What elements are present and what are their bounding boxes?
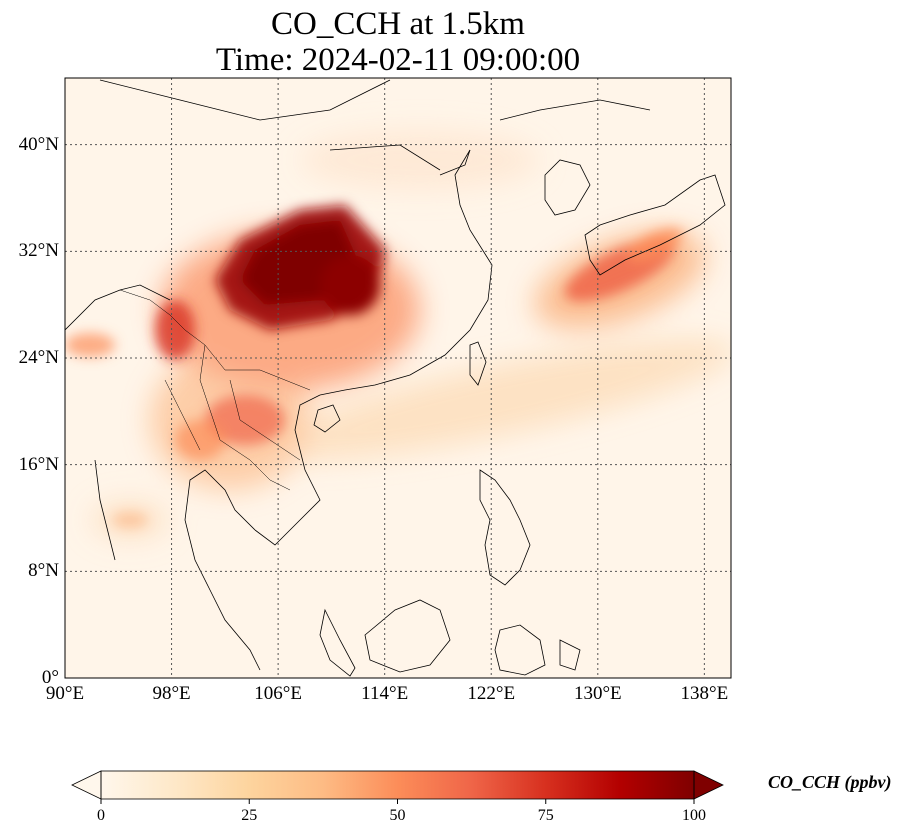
lat-tick-label: 32°N — [18, 240, 59, 262]
lat-tick-label: 24°N — [18, 347, 59, 368]
lon-tick-label: 90°E — [45, 683, 85, 704]
lat-tick-label: 8°N — [28, 560, 59, 582]
lat-tick-label: 16°N — [18, 453, 59, 475]
lon-tick-label: 106°E — [254, 683, 302, 704]
lon-tick-label: 114°E — [361, 683, 409, 704]
colorbar-label: CO_CCH (ppbv) — [768, 772, 892, 792]
colorbar-tick-label: 50 — [389, 807, 406, 824]
colorbar — [71, 770, 724, 804]
map-subtitle-time: Time: 2024-02-11 09:00:00 — [215, 42, 581, 78]
gridlines — [65, 78, 731, 678]
colorbar-tick-label: 25 — [241, 807, 258, 824]
lat-tick-label: 0° — [41, 667, 59, 688]
lon-tick-label: 130°E — [573, 683, 622, 704]
lon-tick-label: 138°E — [680, 683, 729, 704]
colorbar-tick-label: 75 — [537, 807, 554, 824]
lon-tick-label: 122°E — [467, 683, 516, 704]
colorbar-tick-label: 0 — [97, 807, 105, 824]
map-title: CO_CCH at 1.5km — [271, 6, 525, 42]
colorbar-min-extension — [71, 770, 102, 800]
colorbar-gradient — [101, 771, 694, 799]
map-frame — [64, 77, 732, 679]
colorbar-tick-label: 100 — [682, 807, 706, 824]
concentration-field — [65, 78, 731, 678]
lat-tick-label: 40°N — [18, 133, 59, 155]
colorbar-max-extension — [693, 770, 724, 800]
lon-tick-label: 98°E — [152, 683, 191, 704]
